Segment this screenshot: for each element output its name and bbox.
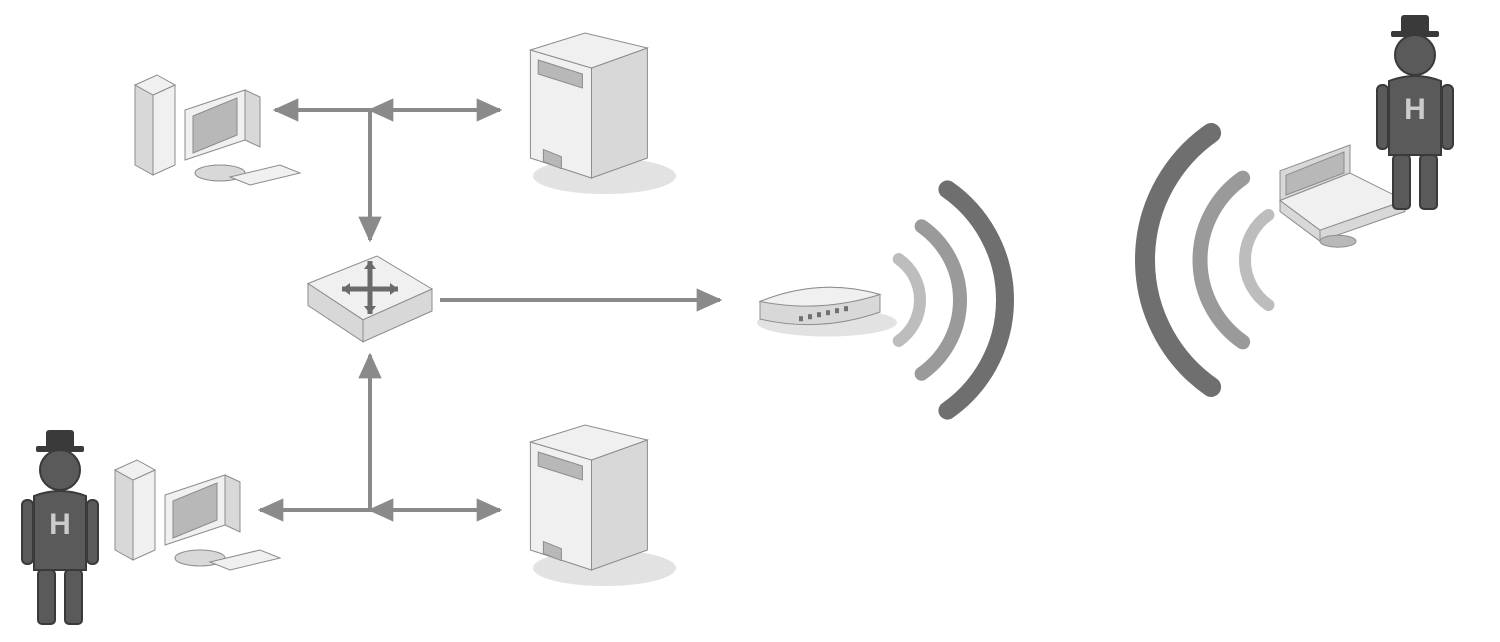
wifi-wave — [922, 226, 960, 373]
wifi-wave — [1245, 215, 1268, 305]
pc-top-icon — [135, 75, 300, 185]
diagram-canvas: HH — [0, 0, 1500, 642]
server-bottom-icon — [530, 425, 676, 586]
wifi-wave — [1200, 178, 1243, 342]
hacker-right-icon: H — [1377, 15, 1453, 209]
server-top-icon — [530, 33, 676, 194]
hacker-left-icon: H — [22, 430, 98, 624]
connection-arrow — [275, 110, 370, 240]
wifi-wave — [1145, 133, 1211, 387]
switch-icon — [308, 256, 432, 342]
hacker-label: H — [49, 508, 71, 541]
connection-arrow — [260, 355, 370, 510]
wap-icon — [757, 287, 897, 336]
wifi-wave — [899, 259, 920, 341]
pc-bottom-icon — [115, 460, 280, 570]
laptop-icon — [1280, 145, 1405, 247]
hacker-label: H — [1404, 93, 1426, 126]
wifi-wave — [947, 189, 1005, 410]
